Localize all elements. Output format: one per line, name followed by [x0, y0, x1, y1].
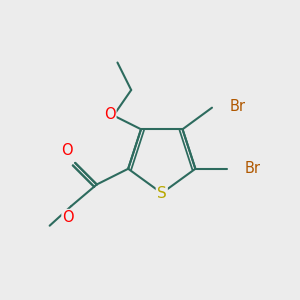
Text: O: O	[61, 143, 73, 158]
Text: Br: Br	[244, 161, 260, 176]
Text: Br: Br	[230, 99, 246, 114]
Text: O: O	[62, 210, 74, 225]
Text: S: S	[157, 186, 167, 201]
Text: O: O	[104, 107, 116, 122]
